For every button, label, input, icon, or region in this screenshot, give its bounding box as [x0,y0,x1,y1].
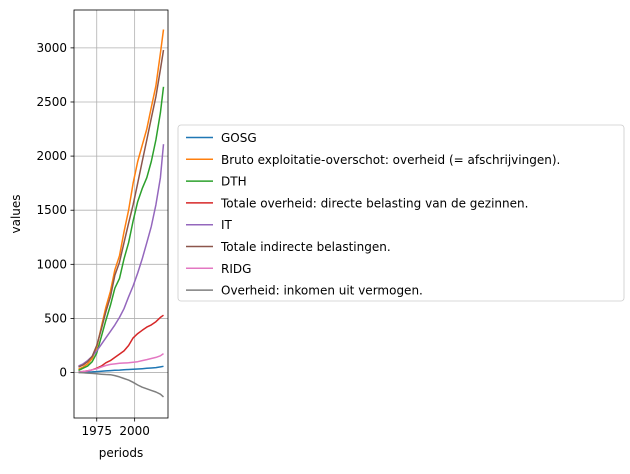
y-tick-label: 3000 [36,41,67,55]
legend-label: Totale indirecte belastingen. [220,240,391,254]
legend-label: DTH [221,175,247,189]
legend-label: IT [221,218,233,232]
legend-label: Bruto exploitatie-overschot: overheid (=… [221,153,560,167]
series-lines [78,29,165,398]
legend-label: RIDG [221,262,251,276]
series-line-6 [78,352,164,373]
y-axis-label: values [9,194,23,233]
legend-label: GOSG [221,131,257,145]
series-line-5 [78,49,165,368]
plot-frame [73,9,169,419]
series-line-0 [78,365,164,374]
x-axis-ticks: 1975 2000 [81,418,150,438]
legend-label: Overheid: inkomen uit vermogen. [221,284,423,298]
series-line-2 [78,86,165,372]
series-line-7 [78,371,164,398]
y-axis-ticks: 0 500 1000 1500 2000 2500 3000 [36,41,74,380]
y-tick-label: 0 [59,366,67,380]
legend-box [177,124,625,302]
x-tick-label: 2000 [119,424,150,438]
y-tick-label: 2500 [36,95,67,109]
x-tick-label: 1975 [81,424,112,438]
y-tick-label: 2000 [36,149,67,163]
x-axis-label: periods [99,446,143,460]
y-tick-label: 1000 [36,257,67,271]
legend-label: Totale overheid: directe belasting van d… [220,196,528,210]
legend: GOSG Bruto exploitatie-overschot: overhei… [177,124,625,302]
y-tick-label: 500 [44,311,67,325]
y-tick-label: 1500 [36,203,67,217]
series-line-1 [78,29,165,370]
